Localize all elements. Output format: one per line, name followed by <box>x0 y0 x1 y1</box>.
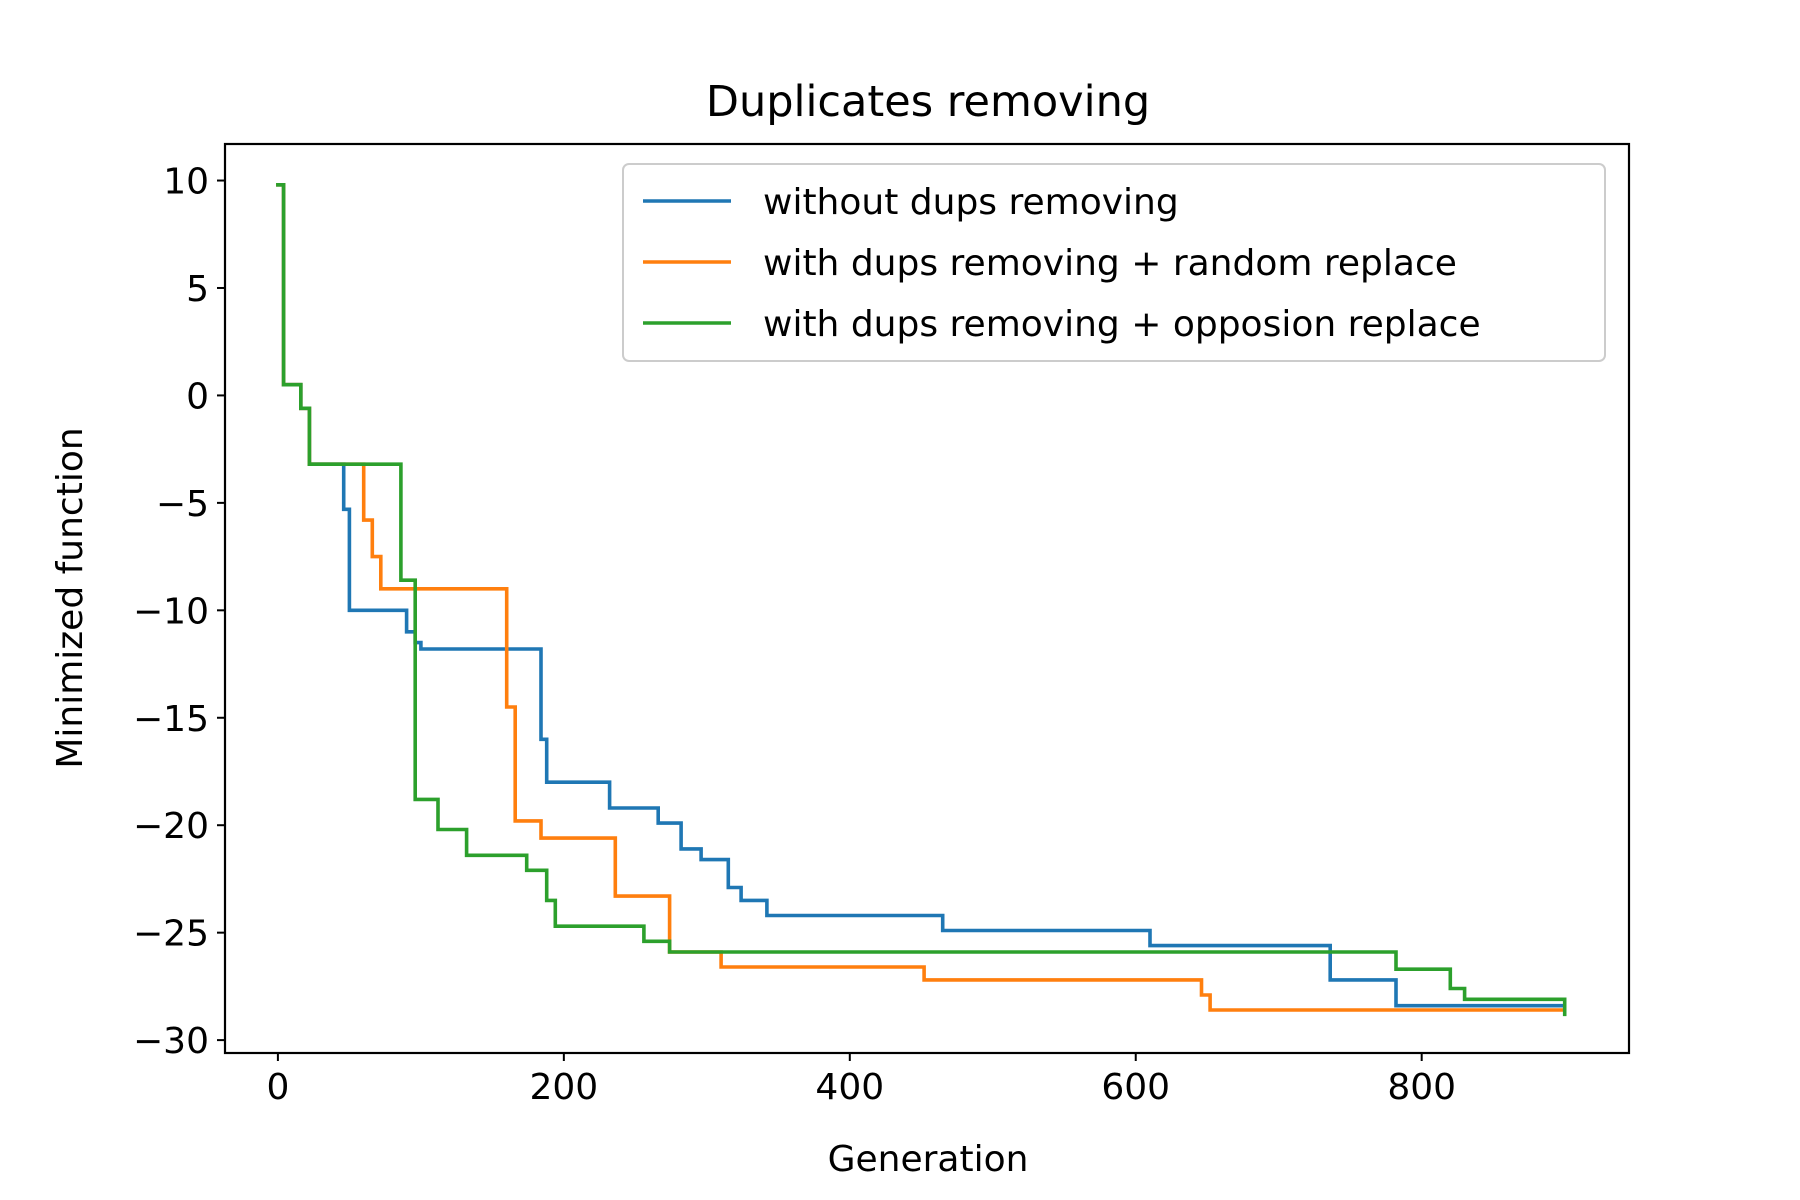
y-tick-label: 5 <box>186 269 209 310</box>
legend: without dups removing with dups removing … <box>622 163 1606 362</box>
x-tick-label: 800 <box>1387 1067 1456 1108</box>
y-tick-label: −20 <box>133 806 209 847</box>
x-tick-label: 200 <box>529 1067 598 1108</box>
legend-label-1: without dups removing <box>763 182 1179 223</box>
plot-series <box>276 183 1567 1017</box>
y-tick-label: −15 <box>133 699 209 740</box>
legend-label-2: with dups removing + random replace <box>763 243 1457 284</box>
legend-label-3: with dups removing + opposion replace <box>763 304 1481 345</box>
y-tick-label: −10 <box>133 591 209 632</box>
x-tick-label: 600 <box>1101 1067 1170 1108</box>
y-axis-ticks: 10 5 0 −5 −10 −15 −20 −25 −30 <box>133 162 225 1062</box>
y-axis-label: Minimized function <box>50 427 91 768</box>
series-line-3 <box>276 183 1567 1017</box>
y-tick-label: 10 <box>163 162 209 203</box>
legend-box <box>622 163 1606 362</box>
y-tick-label: 0 <box>186 376 209 417</box>
y-tick-label: −5 <box>156 484 209 525</box>
x-axis-ticks: 0 200 400 600 800 <box>266 1053 1456 1108</box>
y-tick-label: −25 <box>133 914 209 955</box>
chart-title: Duplicates removing <box>706 77 1150 127</box>
x-axis-label: Generation <box>828 1139 1029 1180</box>
y-tick-label: −30 <box>133 1021 209 1062</box>
x-tick-label: 0 <box>266 1067 289 1108</box>
x-tick-label: 400 <box>815 1067 884 1108</box>
series-line-1 <box>276 183 1567 1008</box>
plot-frame <box>223 142 1631 1055</box>
